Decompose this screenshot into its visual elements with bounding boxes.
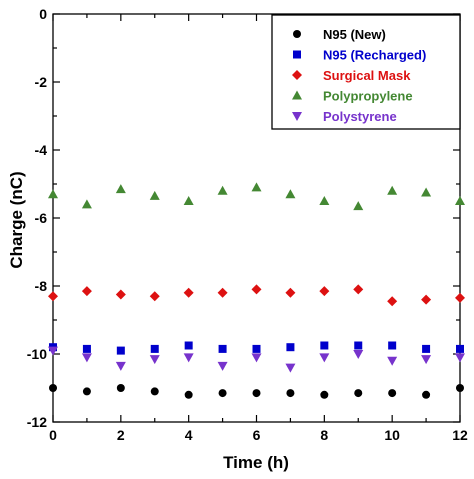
y-tick-label: -6 — [35, 210, 48, 226]
legend-marker — [293, 50, 301, 59]
data-point-polypropylene — [149, 190, 160, 200]
data-point-polypropylene — [285, 189, 296, 199]
series-polystyrene — [48, 346, 465, 373]
data-point-polystyrene — [421, 355, 432, 365]
y-tick-label: -8 — [35, 278, 48, 294]
data-point-polystyrene — [48, 346, 58, 356]
x-tick-label: 2 — [117, 427, 125, 443]
legend-label: Polystyrene — [323, 109, 397, 124]
data-point-n95-recharged — [286, 343, 295, 352]
legend-label: Surgical Mask — [323, 68, 411, 83]
x-tick-label: 6 — [253, 427, 261, 443]
data-point-n95-new — [184, 390, 193, 399]
data-point-polystyrene — [149, 355, 160, 365]
data-point-polystyrene — [115, 361, 126, 371]
series-surgical-mask — [48, 284, 465, 307]
data-point-n95-recharged — [456, 344, 464, 353]
data-point-n95-new — [320, 390, 329, 399]
data-point-n95-new — [116, 384, 125, 392]
data-point-n95-new — [218, 389, 227, 398]
data-point-polypropylene — [81, 199, 92, 209]
data-point-surgical-mask — [81, 286, 92, 297]
data-point-polystyrene — [81, 353, 92, 363]
x-tick-label: 4 — [185, 427, 193, 443]
data-point-surgical-mask — [455, 292, 465, 303]
data-point-n95-recharged — [320, 341, 329, 350]
legend-label: N95 (Recharged) — [323, 48, 426, 63]
data-point-surgical-mask — [421, 294, 432, 305]
series-n95-recharged — [49, 341, 464, 355]
data-point-polypropylene — [387, 185, 398, 195]
data-point-polystyrene — [353, 350, 364, 359]
data-point-n95-new — [49, 384, 57, 392]
data-point-n95-recharged — [82, 344, 91, 353]
data-point-polypropylene — [115, 184, 126, 194]
data-point-polypropylene — [455, 196, 465, 205]
data-point-n95-recharged — [150, 344, 159, 353]
legend-marker — [292, 112, 302, 121]
data-point-surgical-mask — [285, 287, 296, 298]
data-point-n95-new — [252, 389, 261, 398]
y-axis-title: Charge (nC) — [7, 171, 26, 268]
y-tick-label: 0 — [39, 6, 47, 22]
data-point-polystyrene — [285, 363, 296, 373]
data-point-surgical-mask — [217, 287, 228, 298]
data-point-surgical-mask — [353, 284, 364, 295]
data-point-n95-new — [150, 387, 159, 396]
data-point-polystyrene — [217, 361, 228, 371]
data-point-surgical-mask — [251, 284, 262, 295]
data-point-n95-new — [82, 387, 91, 396]
data-point-surgical-mask — [387, 296, 398, 307]
data-point-surgical-mask — [183, 287, 194, 298]
data-point-n95-recharged — [422, 344, 431, 353]
x-tick-label: 0 — [49, 427, 57, 443]
series-n95-new — [49, 384, 464, 399]
data-point-polystyrene — [251, 353, 262, 363]
data-point-n95-new — [388, 389, 397, 398]
data-point-n95-new — [286, 389, 295, 398]
data-point-n95-new — [354, 389, 363, 398]
data-point-surgical-mask — [48, 291, 58, 302]
x-tick-label: 10 — [384, 427, 400, 443]
y-tick-label: -2 — [35, 74, 48, 90]
series-polypropylene — [48, 182, 465, 211]
x-tick-label: 12 — [452, 427, 468, 443]
data-point-polypropylene — [353, 201, 364, 211]
legend-marker — [293, 30, 301, 38]
legend-marker — [292, 90, 302, 100]
data-point-polypropylene — [183, 196, 194, 205]
legend-label: Polypropylene — [323, 89, 413, 104]
data-point-n95-new — [456, 384, 464, 392]
legend: N95 (New) N95 (Recharged) Surgical Mask Pol… — [271, 14, 461, 130]
data-point-n95-recharged — [388, 341, 397, 350]
y-tick-label: -4 — [35, 142, 48, 158]
data-point-n95-recharged — [184, 341, 193, 350]
data-point-polystyrene — [319, 353, 330, 363]
data-point-surgical-mask — [149, 291, 160, 302]
data-point-polystyrene — [183, 353, 194, 363]
data-point-n95-new — [422, 390, 431, 399]
data-point-polypropylene — [251, 182, 262, 192]
data-point-polypropylene — [48, 189, 58, 199]
data-point-polypropylene — [421, 187, 432, 197]
data-point-polystyrene — [455, 353, 465, 363]
data-point-surgical-mask — [319, 286, 330, 297]
x-tick-label: 8 — [320, 427, 328, 443]
data-point-n95-recharged — [252, 344, 261, 353]
legend-marker — [292, 70, 302, 80]
x-axis-title: Time (h) — [223, 453, 289, 472]
data-point-polystyrene — [387, 356, 398, 366]
data-point-n95-recharged — [354, 341, 363, 350]
legend-box — [271, 14, 461, 130]
legend-label: N95 (New) — [323, 27, 386, 42]
data-point-polypropylene — [319, 196, 330, 205]
data-point-polypropylene — [217, 185, 228, 195]
y-tick-label: -12 — [27, 414, 47, 430]
data-point-surgical-mask — [115, 289, 126, 300]
data-point-n95-recharged — [218, 344, 227, 353]
data-point-n95-recharged — [116, 346, 125, 355]
y-tick-label: -10 — [27, 346, 47, 362]
